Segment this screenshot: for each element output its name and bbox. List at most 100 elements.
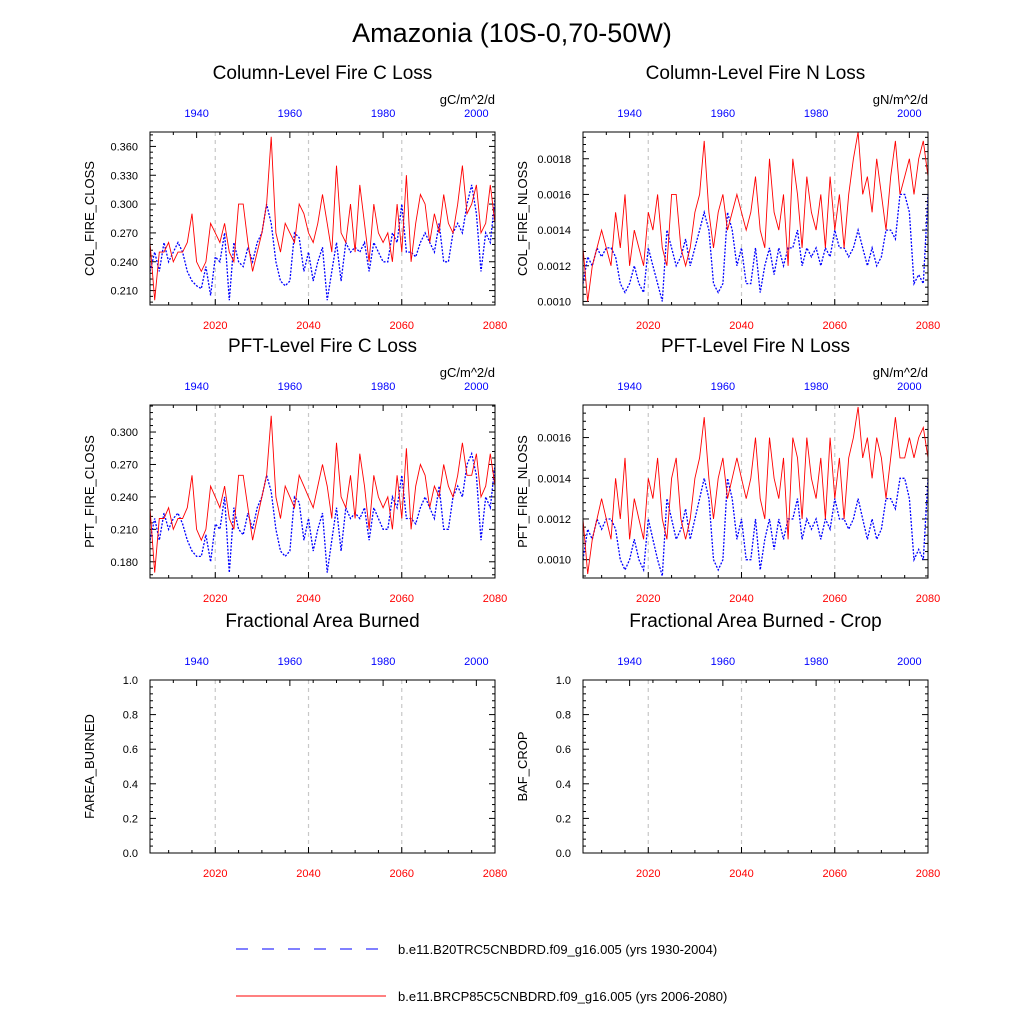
panel-title: Column-Level Fire N Loss (646, 63, 866, 84)
x-tick-label-top: 1940 (184, 656, 208, 668)
series-line-historical (149, 451, 496, 573)
y-axis-label: BAF_CROP (515, 731, 530, 801)
x-tick-label-bottom: 2020 (636, 868, 660, 880)
panel-title: Column-Level Fire C Loss (213, 63, 433, 84)
y-tick-label: 0.8 (123, 710, 138, 722)
legend: b.e11.B20TRC5CNBDRD.f09_g16.005 (yrs 193… (236, 942, 727, 1004)
y-tick-label: 1.0 (556, 675, 571, 687)
x-tick-label-top: 2000 (897, 108, 921, 120)
x-tick-label-top: 1980 (371, 381, 395, 393)
y-tick-label: 0.6 (123, 744, 138, 756)
y-tick-label: 1.0 (123, 675, 138, 687)
plot-frame (582, 131, 929, 306)
chart-panel-6: Fractional Area Burned - Crop BAF_CROP 202… (515, 611, 940, 880)
x-tick-label-bottom: 2040 (296, 593, 320, 605)
units-label: gC/m^2/d (440, 92, 495, 107)
x-tick-label-top: 1940 (617, 656, 641, 668)
x-tick-label-bottom: 2080 (916, 593, 940, 605)
y-tick-label: 0.0016 (537, 433, 571, 445)
y-tick-label: 0.360 (110, 141, 138, 153)
chart-panel-1: Column-Level Fire C Loss gC/m^2/d COL_FIRE… (82, 63, 507, 332)
y-tick-label: 0.300 (110, 427, 138, 439)
series-line-historical (582, 477, 929, 577)
x-tick-label-bottom: 2060 (823, 593, 847, 605)
chart-panel-2: Column-Level Fire N Loss gN/m^2/d COL_FIRE… (515, 63, 940, 332)
x-tick-label-bottom: 2020 (636, 593, 660, 605)
x-tick-label-bottom: 2060 (823, 320, 847, 332)
x-tick-label-bottom: 2020 (203, 593, 227, 605)
x-tick-label-bottom: 2060 (823, 868, 847, 880)
x-tick-label-bottom: 2060 (390, 593, 414, 605)
x-tick-label-bottom: 2080 (916, 868, 940, 880)
y-tick-label: 0.0010 (537, 555, 571, 567)
panel-title: PFT-Level Fire C Loss (228, 336, 417, 357)
panel-title: Fractional Area Burned - Crop (629, 611, 881, 632)
series-line-future (149, 136, 496, 301)
series-line-historical (149, 184, 496, 301)
y-tick-label: 0.240 (110, 492, 138, 504)
panel-title: PFT-Level Fire N Loss (661, 336, 850, 357)
x-tick-label-bottom: 2020 (636, 320, 660, 332)
y-tick-label: 0.4 (123, 779, 138, 791)
x-tick-label-bottom: 2040 (729, 320, 753, 332)
x-tick-label-top: 1980 (804, 656, 828, 668)
y-tick-label: 0.270 (110, 228, 138, 240)
y-tick-label: 0.330 (110, 170, 138, 182)
series-line-future (582, 131, 929, 302)
x-tick-label-top: 1980 (804, 381, 828, 393)
units-label: gN/m^2/d (873, 92, 928, 107)
x-tick-label-top: 1960 (711, 108, 735, 120)
y-tick-label: 0.300 (110, 199, 138, 211)
plot-frame (582, 404, 929, 579)
x-tick-label-top: 1940 (184, 381, 208, 393)
series-line-future (149, 415, 496, 573)
chart-panel-4: PFT-Level Fire N Loss gN/m^2/d PFT_FIRE_NL… (515, 336, 940, 605)
x-tick-label-top: 1960 (278, 381, 302, 393)
x-tick-label-top: 1940 (617, 381, 641, 393)
series-line-future (582, 406, 929, 574)
plot-frame (149, 404, 496, 579)
plot-frame (149, 679, 496, 854)
y-tick-label: 0.4 (556, 779, 571, 791)
y-tick-label: 0.240 (110, 257, 138, 269)
x-tick-label-bottom: 2040 (729, 868, 753, 880)
x-tick-label-top: 2000 (897, 381, 921, 393)
figure-title: Amazonia (10S-0,70-50W) (352, 18, 672, 48)
y-axis-label: PFT_FIRE_NLOSS (515, 435, 530, 548)
x-tick-label-bottom: 2080 (483, 868, 507, 880)
units-label: gC/m^2/d (440, 365, 495, 380)
y-tick-label: 0.180 (110, 557, 138, 569)
y-tick-label: 0.0014 (537, 473, 571, 485)
x-tick-label-top: 1960 (278, 108, 302, 120)
x-tick-label-bottom: 2080 (483, 320, 507, 332)
legend-historical-label: b.e11.B20TRC5CNBDRD.f09_g16.005 (yrs 193… (398, 942, 717, 957)
x-tick-label-bottom: 2060 (390, 868, 414, 880)
x-tick-label-top: 2000 (464, 108, 488, 120)
x-tick-label-top: 1940 (617, 108, 641, 120)
y-tick-label: 0.270 (110, 459, 138, 471)
x-tick-label-top: 2000 (464, 381, 488, 393)
panels: Column-Level Fire C Loss gC/m^2/d COL_FIRE… (82, 63, 940, 880)
y-tick-label: 0.8 (556, 710, 571, 722)
x-tick-label-bottom: 2060 (390, 320, 414, 332)
y-tick-label: 0.2 (556, 813, 571, 825)
x-tick-label-bottom: 2040 (296, 868, 320, 880)
y-tick-label: 0.0010 (537, 296, 571, 308)
x-tick-label-top: 1980 (371, 108, 395, 120)
y-tick-label: 0.0016 (537, 189, 571, 201)
y-axis-label: COL_FIRE_CLOSS (82, 161, 97, 276)
y-tick-label: 0.210 (110, 524, 138, 536)
x-tick-label-bottom: 2040 (296, 320, 320, 332)
plot-frame (149, 131, 496, 306)
x-tick-label-bottom: 2020 (203, 868, 227, 880)
x-tick-label-top: 2000 (464, 656, 488, 668)
y-tick-label: 0.0012 (537, 514, 571, 526)
panel-title: Fractional Area Burned (225, 611, 419, 632)
y-axis-label: COL_FIRE_NLOSS (515, 161, 530, 276)
y-tick-label: 0.6 (556, 744, 571, 756)
x-tick-label-top: 1960 (278, 656, 302, 668)
series-line-historical (582, 193, 929, 302)
x-tick-label-top: 2000 (897, 656, 921, 668)
x-tick-label-top: 1960 (711, 381, 735, 393)
